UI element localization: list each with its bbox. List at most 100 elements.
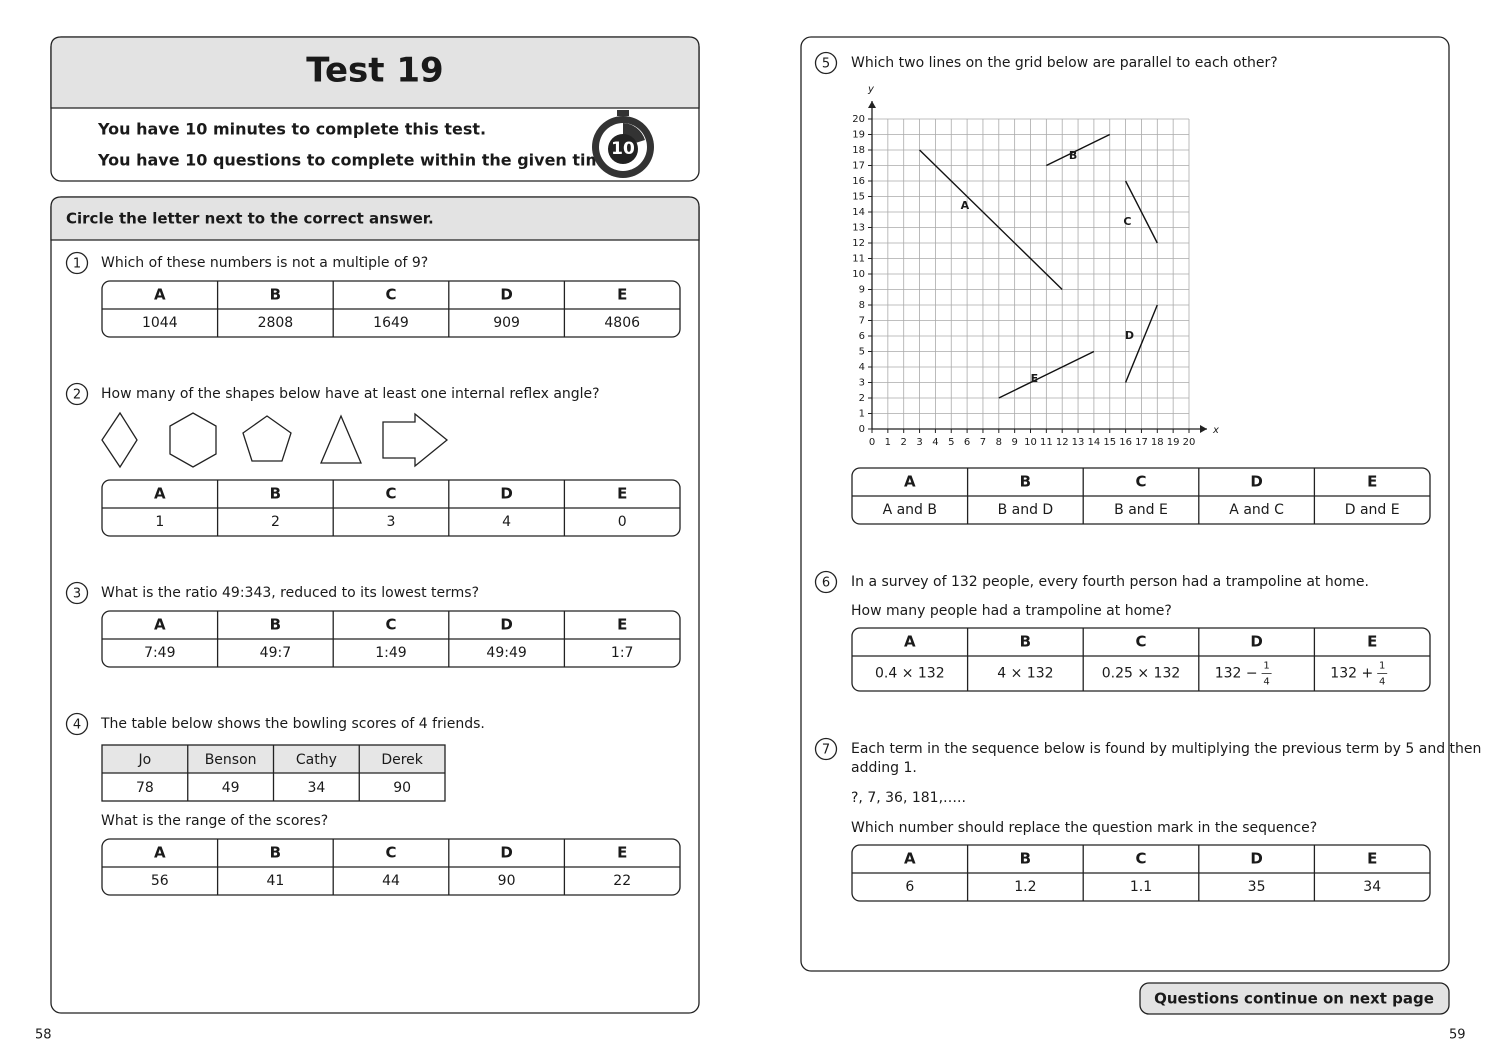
x-tick-label: 17 — [1135, 437, 1148, 448]
x-tick-label: 1 — [885, 437, 891, 448]
x-tick-label: 13 — [1072, 437, 1085, 448]
question-number: 6 — [822, 576, 830, 591]
y-tick-label: 2 — [859, 393, 865, 404]
answer-value: 49:49 — [486, 645, 526, 661]
answer-value: 44 — [382, 873, 400, 889]
question-number: 1 — [73, 257, 81, 272]
x-tick-label: 15 — [1103, 437, 1116, 448]
question-text: Each term in the sequence below is found… — [851, 741, 1481, 757]
answer-letter: A — [904, 850, 916, 868]
score-value: 78 — [136, 780, 154, 796]
y-arrow — [868, 101, 876, 108]
grid-segment — [1124, 304, 1158, 383]
answer-letter: D — [1250, 633, 1262, 651]
pentagon — [242, 415, 292, 462]
answer-value: B and D — [998, 502, 1054, 518]
answer-value: 1044 — [142, 315, 178, 331]
answer-letter: A — [904, 473, 916, 491]
answer-value: 0.4 × 132 — [875, 666, 945, 682]
x-arrow — [1200, 425, 1207, 433]
header-line: You have 10 questions to complete within… — [97, 151, 619, 170]
answer-letter: B — [270, 485, 281, 503]
question-text: What is the range of the scores? — [101, 813, 328, 829]
x-tick-label: 5 — [948, 437, 954, 448]
question-number: 7 — [822, 743, 830, 758]
grid-segment — [998, 350, 1095, 399]
question-badge — [65, 712, 89, 736]
answer-value: 49:7 — [260, 645, 291, 661]
answer-value: 90 — [498, 873, 516, 889]
question-badge — [65, 581, 89, 605]
segment-label: E — [1031, 372, 1039, 385]
answer-letter: A — [154, 286, 166, 304]
continue-button — [1139, 982, 1450, 1015]
question-text: What is the ratio 49:343, reduced to its… — [101, 585, 479, 601]
x-tick-label: 12 — [1056, 437, 1069, 448]
answer-letter: C — [1135, 473, 1146, 491]
y-tick-label: 3 — [859, 378, 865, 389]
answer-letter: A — [154, 616, 166, 634]
y-tick-label: 12 — [852, 238, 865, 249]
question-text: Which of these numbers is not a multiple… — [101, 255, 428, 271]
segment-label: D — [1125, 329, 1134, 342]
segment-label: C — [1123, 215, 1131, 228]
answer-value: 4 × 132 — [997, 666, 1053, 682]
x-tick-label: 10 — [1024, 437, 1037, 448]
answer-value: 0.25 × 132 — [1102, 666, 1181, 682]
answer-value: 6 — [905, 879, 914, 895]
score-name: Benson — [205, 752, 257, 768]
answer-value: 22 — [613, 873, 631, 889]
arrow — [382, 412, 449, 468]
x-tick-label: 6 — [964, 437, 970, 448]
answer-value: D and E — [1345, 502, 1400, 518]
test-title: Test 19 — [306, 51, 443, 91]
y-tick-label: 19 — [852, 130, 865, 141]
answer-letter: C — [385, 286, 396, 304]
answer-letter: D — [500, 286, 512, 304]
fraction-numerator: 1 — [1379, 661, 1385, 672]
question-badge — [814, 51, 838, 75]
fraction-numerator: 1 — [1263, 661, 1269, 672]
answer-value: 2 — [271, 514, 280, 530]
x-tick-label: 0 — [869, 437, 875, 448]
answer-letter: D — [1250, 473, 1262, 491]
question-text: adding 1. — [851, 760, 917, 776]
x-tick-label: 8 — [996, 437, 1002, 448]
question-text: How many of the shapes below have at lea… — [101, 386, 600, 402]
question-badge — [65, 251, 89, 275]
y-tick-label: 15 — [852, 192, 865, 203]
answer-value: 132 − — [1215, 666, 1258, 682]
timer-number: 10 — [611, 139, 635, 159]
answer-value: 1649 — [373, 315, 409, 331]
x-tick-label: 19 — [1167, 437, 1180, 448]
answer-letter: D — [500, 616, 512, 634]
fraction-denominator: 4 — [1379, 677, 1385, 688]
answer-letter: B — [1020, 633, 1031, 651]
answer-value: 1 — [155, 514, 164, 530]
fraction-denominator: 4 — [1263, 677, 1269, 688]
answer-letter: E — [617, 844, 627, 862]
question-badge — [814, 737, 838, 761]
answer-value: A and C — [1229, 502, 1284, 518]
timer-center — [608, 134, 638, 164]
grid-segment — [1124, 180, 1158, 244]
answer-value: 41 — [266, 873, 284, 889]
answer-table — [851, 627, 1431, 692]
question-number: 5 — [822, 57, 830, 72]
y-tick-label: 14 — [852, 207, 865, 218]
answer-letter: B — [1020, 473, 1031, 491]
answer-value: 7:49 — [144, 645, 175, 661]
answer-letter: C — [385, 485, 396, 503]
answer-value: 4806 — [604, 315, 640, 331]
y-tick-label: 17 — [852, 161, 865, 172]
triangle — [320, 414, 362, 464]
answer-letter: D — [1250, 850, 1262, 868]
y-tick-label: 4 — [859, 362, 865, 373]
answer-value: 1.2 — [1014, 879, 1036, 895]
answer-value: 2808 — [258, 315, 294, 331]
answer-letter: B — [270, 286, 281, 304]
y-tick-label: 20 — [852, 114, 865, 125]
y-tick-label: 16 — [852, 176, 865, 187]
x-tick-label: 3 — [916, 437, 922, 448]
